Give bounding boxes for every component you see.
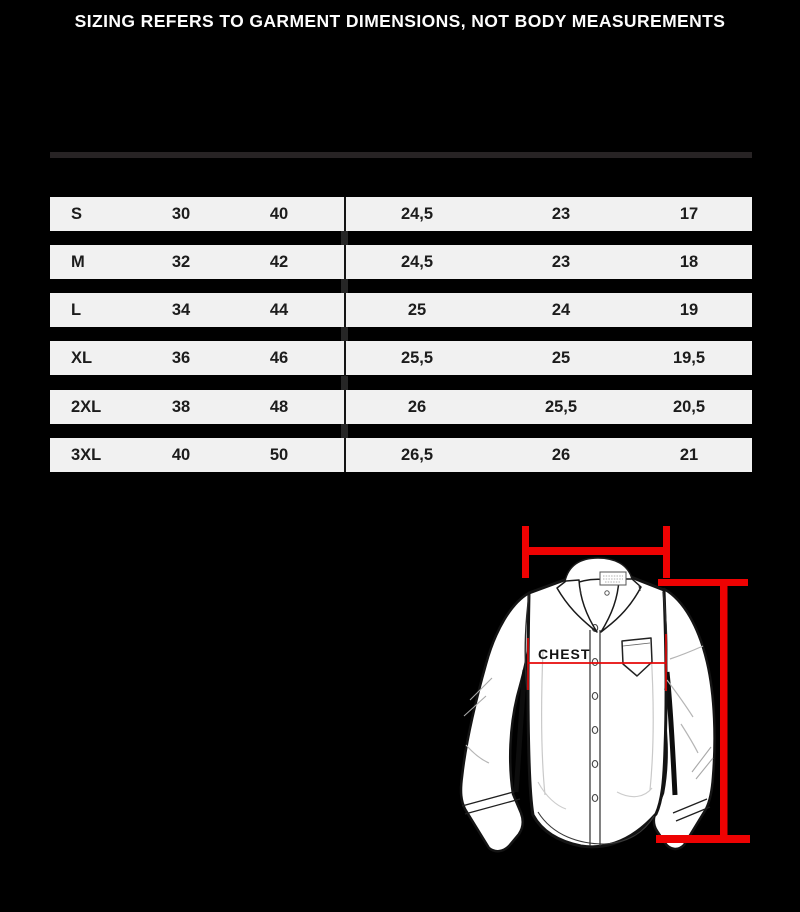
measurement-value: 26 [551, 445, 571, 464]
measurement-value: 36 [171, 348, 191, 367]
sleeve-body-shadow-right [664, 671, 678, 796]
measurement-value: 23 [551, 204, 571, 223]
measurement-value: 23 [551, 252, 571, 271]
measurement-value: 40 [269, 204, 289, 223]
divider-gap-mark [341, 279, 348, 293]
measurement-value: 24,5 [400, 252, 434, 271]
measurement-value: 26,5 [400, 445, 434, 464]
measurement-value: 24 [551, 300, 571, 319]
chest-label: CHEST [538, 646, 590, 662]
table-header-bar [50, 152, 752, 158]
measurement-value: 25,5 [544, 397, 578, 416]
measurement-value: 25 [407, 300, 427, 319]
measurement-value: 19 [679, 300, 699, 319]
measurement-value: 48 [269, 397, 289, 416]
shirt-right-sleeve [651, 587, 716, 851]
length-measure-line [656, 579, 750, 843]
measurement-value: 17 [679, 204, 699, 223]
shirt-pocket [621, 637, 653, 677]
measurement-value: 34 [171, 300, 191, 319]
size-label: L [71, 300, 82, 319]
measurement-value: 50 [269, 445, 289, 464]
measurement-value: 24,5 [400, 204, 434, 223]
measurement-value: 32 [171, 252, 191, 271]
measurement-value: 25,5 [400, 348, 434, 367]
size-row-xl: XL 36 46 25,5 25 19,5 [50, 341, 752, 375]
collar-brand-tag [599, 571, 627, 586]
shirt-measurement-diagram: CHEST [459, 526, 750, 853]
measurement-value: 18 [679, 252, 699, 271]
divider-gap-mark [341, 231, 348, 245]
measurement-value: 26 [407, 397, 427, 416]
size-row-2xl: 2XL 38 48 26 25,5 20,5 [50, 390, 752, 424]
sleeve-body-shadow-left [513, 669, 528, 793]
page-title: SIZING REFERS TO GARMENT DIMENSIONS, NOT… [74, 11, 726, 31]
size-row-3xl: 3XL 40 50 26,5 26 21 [50, 438, 752, 472]
shirt-left-sleeve [459, 591, 531, 853]
size-label: S [71, 204, 83, 223]
width-measure-line [522, 526, 670, 578]
measurement-value: 30 [171, 204, 191, 223]
measurement-value: 25 [551, 348, 571, 367]
measurement-value: 38 [171, 397, 191, 416]
size-chart-table: S 30 40 24,5 23 17 M 32 42 24,5 23 18 L … [50, 0, 752, 480]
measurement-value: 46 [269, 348, 289, 367]
size-label: M [71, 252, 85, 271]
size-row-s: S 30 40 24,5 23 17 [50, 197, 752, 231]
collar-button [604, 590, 610, 596]
size-row-l: L 34 44 25 24 19 [50, 293, 752, 327]
measurement-value: 21 [679, 445, 699, 464]
size-label: 2XL [71, 397, 102, 416]
measurement-value: 19,5 [672, 348, 706, 367]
measurement-value: 42 [269, 252, 289, 271]
measurement-value: 44 [269, 300, 289, 319]
divider-gap-mark [341, 376, 348, 390]
shirt-collar [556, 557, 642, 633]
chest-measure-line [527, 634, 667, 691]
size-label: XL [71, 348, 93, 367]
size-row-m: M 32 42 24,5 23 18 [50, 245, 752, 279]
measurement-value: 40 [171, 445, 191, 464]
measurement-value: 20,5 [672, 397, 706, 416]
divider-gap-mark [341, 327, 348, 341]
divider-gap-mark [341, 424, 348, 438]
shirt-placket [589, 630, 601, 846]
size-label: 3XL [71, 445, 102, 464]
